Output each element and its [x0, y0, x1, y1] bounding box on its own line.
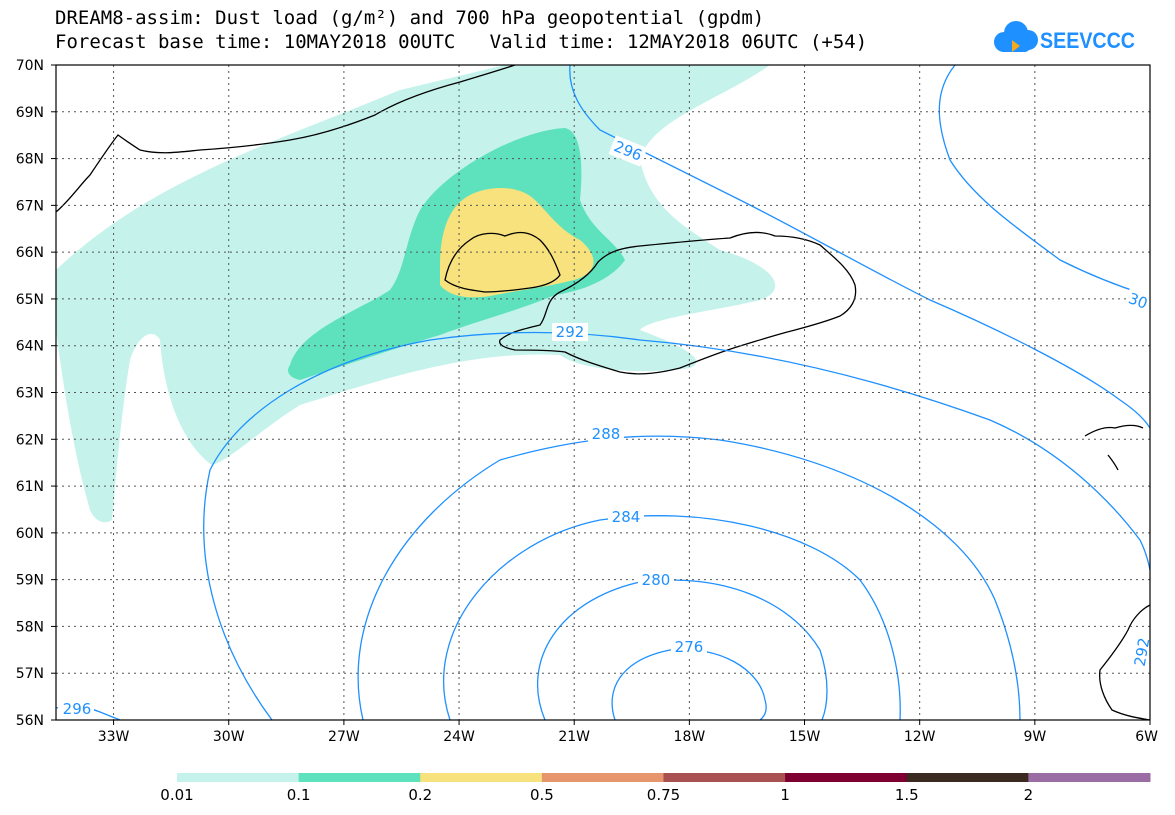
- contour-284: [443, 515, 901, 720]
- lon-label-15W: 15W: [789, 729, 821, 745]
- legend-swatch-5: [785, 773, 908, 782]
- lat-label-70N: 70N: [16, 58, 44, 74]
- legend-swatch-2: [420, 773, 543, 782]
- legend-label-3: 0.5: [530, 786, 554, 804]
- lon-label-21W: 21W: [558, 729, 590, 745]
- contour-296: [569, 65, 1150, 429]
- legend-swatch-4: [663, 773, 786, 782]
- axis-ticks: [51, 64, 1151, 725]
- legend-label-6: 1.5: [895, 786, 919, 804]
- contour-label-280: 280: [642, 571, 671, 589]
- lon-label-24W: 24W: [443, 729, 475, 745]
- contour-label-group: 296 292 288 284 280 276 296 30 292: [58, 135, 1153, 718]
- lat-label-66N: 66N: [16, 245, 44, 261]
- lat-label-69N: 69N: [16, 105, 44, 121]
- contour-300: [938, 65, 1150, 297]
- lat-label-56N: 56N: [16, 713, 44, 729]
- legend-swatch-1: [298, 773, 421, 782]
- legend-label-0: 0.01: [160, 786, 193, 804]
- contour-label-276: 276: [675, 638, 704, 656]
- lat-label-62N: 62N: [16, 432, 44, 448]
- lat-label-65N: 65N: [16, 292, 44, 308]
- map-title: DREAM8-assim: Dust load (g/m²) and 700 h…: [55, 7, 765, 29]
- dust-region-0.2: [440, 188, 594, 298]
- longitude-labels: 33W 30W 27W 24W 21W 18W 15W 12W 9W 6W: [98, 729, 1158, 745]
- legend-label-5: 1: [780, 786, 790, 804]
- greenland-east-coastline: [56, 65, 516, 213]
- latitude-labels: 56N 57N 58N 59N 60N 61N 62N 63N 64N 65N 66N 67N 68N 6…: [16, 58, 44, 729]
- legend-swatch-7: [1028, 773, 1151, 782]
- lon-label-9W: 9W: [1023, 729, 1046, 745]
- contour-276: [611, 648, 767, 720]
- iceland-coastline: [499, 231, 857, 375]
- lat-label-61N: 61N: [16, 479, 44, 495]
- coastlines: [56, 65, 1150, 720]
- legend-swatch-3: [541, 773, 664, 782]
- legend-label-7: 2: [1024, 786, 1034, 804]
- lon-label-18W: 18W: [674, 729, 706, 745]
- legend-label-1: 0.1: [287, 786, 311, 804]
- dust-legend: 0.01 0.1 0.2 0.5 0.75 1 1.5 2: [160, 773, 1151, 804]
- lat-label-68N: 68N: [16, 152, 44, 168]
- logo-text: SEEVCCC: [1040, 28, 1135, 53]
- lat-label-57N: 57N: [16, 666, 44, 682]
- lon-label-12W: 12W: [904, 729, 936, 745]
- lat-label-58N: 58N: [16, 619, 44, 635]
- cloud-icon: [994, 21, 1038, 52]
- lon-label-6W: 6W: [1135, 729, 1158, 745]
- forecast-times: Forecast base time: 10MAY2018 00UTC Vali…: [55, 31, 868, 53]
- dust-load-shading: [56, 65, 776, 523]
- lat-label-67N: 67N: [16, 198, 44, 214]
- contour-label-30: 30: [1126, 289, 1150, 312]
- legend-swatch-0: [177, 773, 300, 782]
- contour-label-288: 288: [592, 425, 621, 443]
- lon-label-30W: 30W: [213, 729, 245, 745]
- iceland-westfjords-coastline: [444, 231, 561, 293]
- contour-label-284: 284: [612, 508, 641, 526]
- lat-label-64N: 64N: [16, 339, 44, 355]
- lat-label-63N: 63N: [16, 386, 44, 402]
- legend-swatch-6: [906, 773, 1029, 782]
- scotland-coastline: [1099, 604, 1150, 720]
- contour-label-292: 292: [556, 323, 585, 341]
- lon-label-33W: 33W: [98, 729, 130, 745]
- contour-292: [203, 331, 1150, 720]
- lat-label-60N: 60N: [16, 526, 44, 542]
- faroe-islands-coastline: [1084, 424, 1144, 471]
- contour-label-292-east: 292: [1131, 636, 1154, 667]
- legend-label-4: 0.75: [647, 786, 680, 804]
- map-grid: [56, 65, 1150, 720]
- seevccc-logo: SEEVCCC: [994, 21, 1135, 53]
- lon-label-27W: 27W: [328, 729, 360, 745]
- lat-label-59N: 59N: [16, 573, 44, 589]
- contour-label-296-southwest: 296: [63, 700, 92, 718]
- legend-label-2: 0.2: [408, 786, 432, 804]
